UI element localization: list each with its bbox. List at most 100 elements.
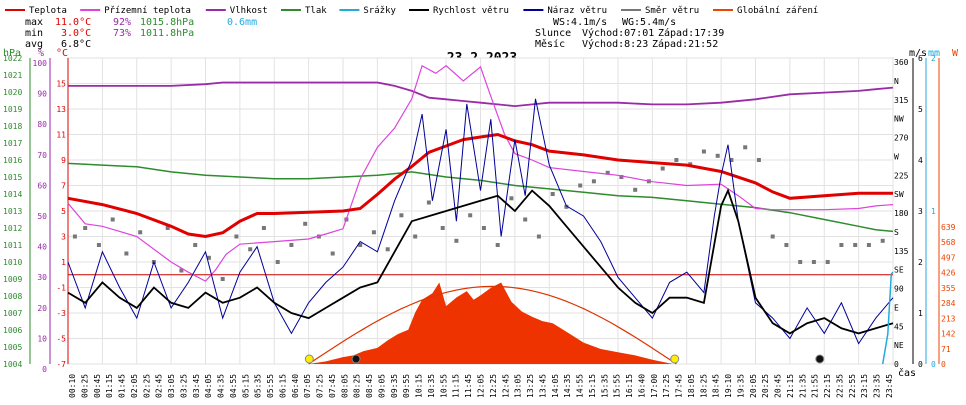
legend-label: Směr větru [645,6,699,16]
radiation-tick: 355 [941,284,956,293]
percent-tick: 60 [37,181,47,190]
wind-speed-line [67,188,894,335]
direction-tick: SW [894,190,904,199]
temp-tick: 11 [56,131,66,140]
x-tick-label: 14:05 [551,374,560,398]
direction-point [72,234,77,239]
direction-point [83,226,88,230]
direction-tick: 90 [894,285,904,294]
x-tick-label: 12:45 [501,374,510,398]
x-tick-label: 21:15 [786,374,795,398]
x-tick-label: 01:45 [118,374,127,398]
x-tick-label: 07:45 [328,374,337,398]
direction-point [138,230,143,235]
temp-tick: 9 [61,156,66,165]
temp-tick: 7 [61,182,66,191]
temp-tick: 1 [61,258,66,267]
x-tick-label: 21:35 [798,374,807,398]
direction-tick: 45 [894,322,904,331]
direction-point [591,179,596,184]
radiation-tick: 71 [941,345,951,354]
percent-tick: 90 [37,90,47,99]
axis-title-percent: % [38,48,44,59]
x-tick-label: 06:40 [291,374,300,398]
direction-point [743,145,748,150]
direction-point [578,183,583,188]
x-tick-label: 06:15 [278,374,287,398]
direction-point [660,166,665,171]
ground-temp-line [67,64,894,282]
axes: 1022102110201019101810171016101510141013… [3,54,956,374]
x-tick-label: 09:35 [390,374,399,398]
pressure-tick: 1016 [3,156,22,165]
stat-max-hum: 92% [113,17,131,28]
direction-point [96,243,101,247]
stat-avg-temp: 6.8°C [61,39,91,50]
x-tick-label: 20:25 [761,374,770,398]
axis-title-pressure: hPa [3,48,21,59]
x-tick-label: 03:25 [179,374,188,398]
x-tick-label: 15:35 [600,374,609,398]
wind-tick: 0 [918,360,923,369]
x-tick-label: 11:15 [452,374,461,398]
x-tick-label: 04:55 [229,374,238,398]
radiation-clear-sky-curve [308,285,677,365]
direction-point [633,187,638,192]
x-tick-label: 08:25 [353,374,362,398]
wind-tick: 4 [918,156,923,165]
direction-point [426,200,431,205]
direction-point [165,226,170,230]
x-tick-label: 22:35 [836,374,845,398]
percent-tick: 100 [33,59,48,68]
pressure-tick: 1008 [3,292,22,301]
pressure-tick: 1018 [3,122,22,131]
direction-point [756,158,761,162]
pressure-line [67,162,894,233]
direction-tick: 270 [894,134,909,143]
x-tick-label: 00:25 [80,374,89,398]
x-tick-label: 11:45 [464,374,473,398]
direction-point [234,234,239,239]
x-tick-label: 08:05 [340,374,349,398]
grid [67,57,894,365]
x-tick-label: 20:05 [749,374,758,398]
direction-tick: 225 [894,171,909,180]
x-tick-label: 04:05 [204,374,213,398]
percent-tick: 10 [37,334,47,343]
direction-point [481,226,486,230]
sun-moon-markers [304,354,825,364]
x-tick-label: 17:25 [662,374,671,398]
direction-point [715,153,720,158]
direction-point [454,238,459,243]
pressure-tick: 1019 [3,105,22,114]
stat-avg-label: avg [25,39,43,50]
direction-point [619,175,624,179]
direction-point [193,243,198,247]
sunrise-marker [304,354,314,364]
sun-rise: Východ:07:01 [582,27,654,39]
x-tick-label: 05:55 [266,374,275,398]
x-tick-label: 22:15 [823,374,832,398]
direction-point [110,217,115,222]
direction-point [536,234,541,239]
x-tick-label: 04:35 [217,374,226,398]
x-tick-label: 15:55 [613,374,622,398]
radiation-tick: 0 [941,360,946,369]
stats-block: max 11.0°C 92% 1015.8hPa 0.6mm min 3.0°C… [25,17,257,50]
direction-point [330,251,335,256]
rain-line [881,271,894,365]
pressure-tick: 1017 [3,139,22,148]
x-tick-label: 13:05 [514,374,523,398]
legend-label: Srážky [363,6,396,16]
legend-label: Tlak [305,6,327,16]
x-tick-label: 18:45 [712,374,721,398]
direction-point [674,158,679,162]
direction-point [399,213,404,218]
legend: Teplota Přízemní teplota Vlhkost Tlak Srážky… [5,6,818,16]
direction-point [701,149,706,154]
pressure-tick: 1009 [3,275,22,284]
temp-tick: -1 [56,284,66,293]
percent-tick: 20 [37,304,47,313]
direction-tick: SE [894,266,904,275]
